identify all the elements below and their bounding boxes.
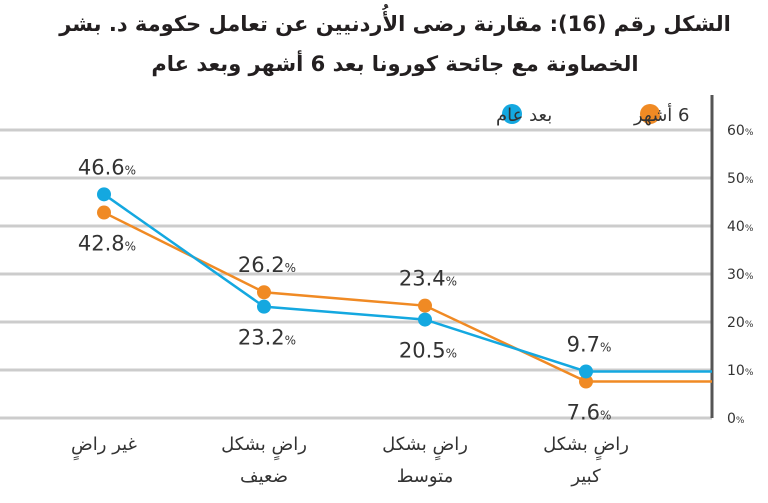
data-label: 7.6% <box>567 401 612 425</box>
category-label: متوسط <box>397 466 454 487</box>
data-label: 42.8% <box>78 232 136 256</box>
category-label: غير راضٍ <box>71 434 137 461</box>
data-point <box>418 312 432 327</box>
legend-marker <box>502 104 522 124</box>
y-tick-label: 0% <box>727 411 745 427</box>
legend-label: 6 أشهر <box>633 103 690 126</box>
y-tick-label: 60% <box>727 123 754 139</box>
legend-label: بعد عام <box>496 105 552 126</box>
data-point <box>418 298 432 313</box>
data-point <box>579 374 593 389</box>
y-tick-label: 10% <box>727 363 754 379</box>
data-point <box>97 187 111 202</box>
data-point <box>579 364 593 379</box>
chart-title-line-1: الشكل رقم (16): مقارنة رضى الأُردنيين عن… <box>59 12 731 36</box>
category-label: راضٍ بشكل <box>221 434 307 461</box>
category-label: كبير <box>570 466 601 487</box>
data-point <box>257 299 271 314</box>
chart-title-line-2: الخصاونة مع جائحة كورونا بعد 6 أشهر وبعد… <box>151 52 639 76</box>
data-label: 9.7% <box>567 332 612 356</box>
data-label: 20.5% <box>399 339 457 363</box>
data-label: 46.6% <box>78 155 136 179</box>
data-point <box>257 285 271 300</box>
y-tick-label: 30% <box>727 267 754 283</box>
y-tick-label: 50% <box>727 171 754 187</box>
data-label: 23.4% <box>399 267 457 291</box>
y-tick-label: 40% <box>727 219 754 235</box>
y-tick-label: 20% <box>727 315 754 331</box>
category-label: راضٍ بشكل <box>382 434 468 461</box>
category-label: ضعيف <box>240 466 288 487</box>
data-label: 26.2% <box>238 253 296 277</box>
data-label: 23.2% <box>238 326 296 350</box>
category-label: راضٍ بشكل <box>543 434 629 461</box>
data-point <box>97 205 111 220</box>
legend-marker <box>640 104 660 124</box>
